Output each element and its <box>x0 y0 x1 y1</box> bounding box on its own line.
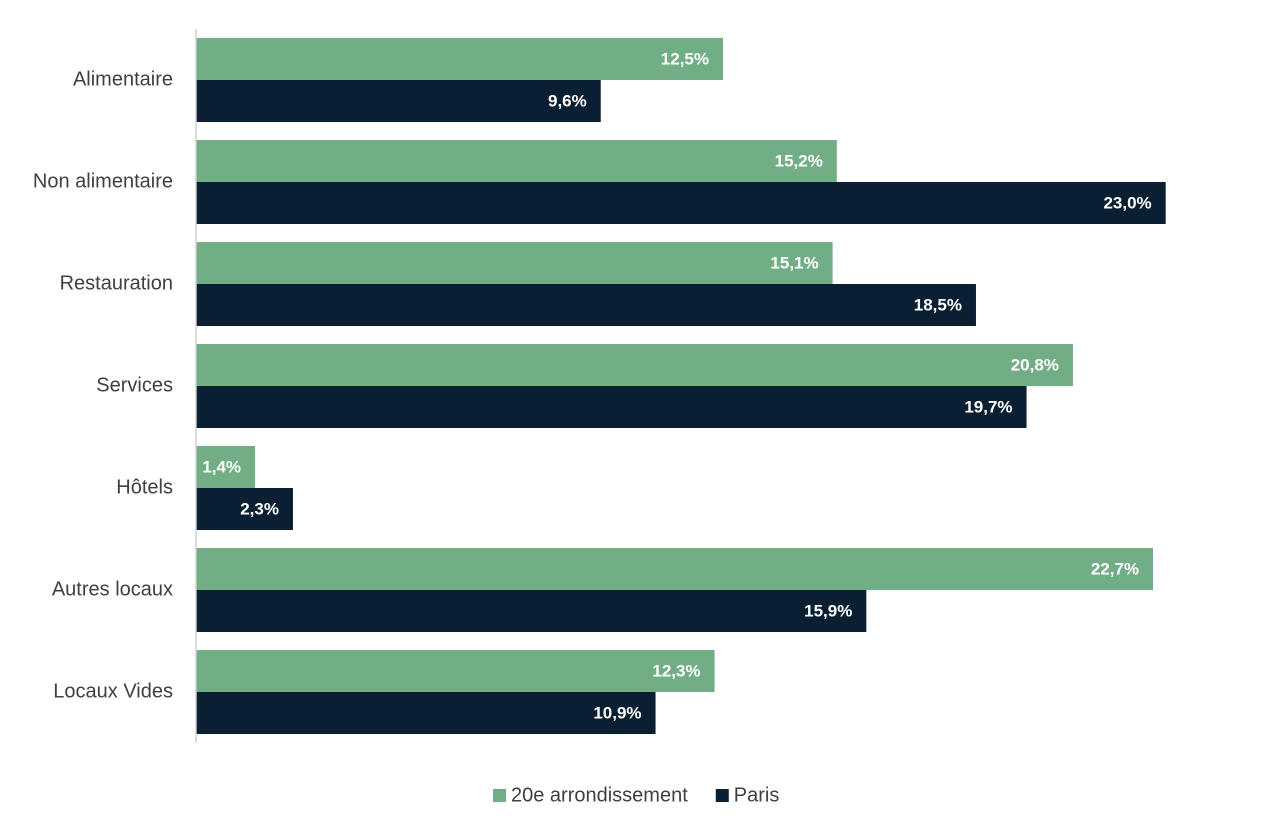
category-label: Non alimentaire <box>33 170 173 192</box>
legend-swatch <box>715 789 729 802</box>
bar <box>196 386 1027 428</box>
value-label: 22,7% <box>1091 559 1139 578</box>
value-label: 19,7% <box>964 397 1012 416</box>
bar <box>196 80 601 122</box>
bar <box>196 344 1073 386</box>
value-label: 2,3% <box>240 499 279 518</box>
category-label: Services <box>96 374 173 396</box>
bar <box>196 548 1154 590</box>
value-label: 15,9% <box>804 601 852 620</box>
bar <box>196 242 833 284</box>
value-label: 1,4% <box>202 457 241 476</box>
bar <box>196 284 976 326</box>
category-label: Restauration <box>60 272 173 294</box>
value-label: 20,8% <box>1011 355 1059 374</box>
category-label: Autres locaux <box>52 578 173 600</box>
bar <box>196 650 715 692</box>
bar <box>196 182 1166 224</box>
value-label: 12,5% <box>661 49 709 68</box>
value-label: 15,1% <box>770 253 818 272</box>
value-label: 23,0% <box>1103 193 1151 212</box>
bar <box>196 140 837 182</box>
value-label: 12,3% <box>652 661 700 680</box>
category-label: Hôtels <box>116 476 173 498</box>
bar <box>196 488 293 530</box>
category-label: Alimentaire <box>73 68 173 90</box>
category-label: Locaux Vides <box>53 680 173 702</box>
bar <box>196 692 656 734</box>
value-label: 9,6% <box>548 91 587 110</box>
value-label: 10,9% <box>593 703 641 722</box>
bar <box>196 590 867 632</box>
value-label: 18,5% <box>914 295 962 314</box>
bar <box>196 38 723 80</box>
legend-swatch <box>493 789 506 802</box>
legend-label: 20e arrondissement <box>511 784 688 806</box>
legend-label: Paris <box>734 784 780 806</box>
bar <box>196 446 256 488</box>
value-label: 15,2% <box>775 151 823 170</box>
